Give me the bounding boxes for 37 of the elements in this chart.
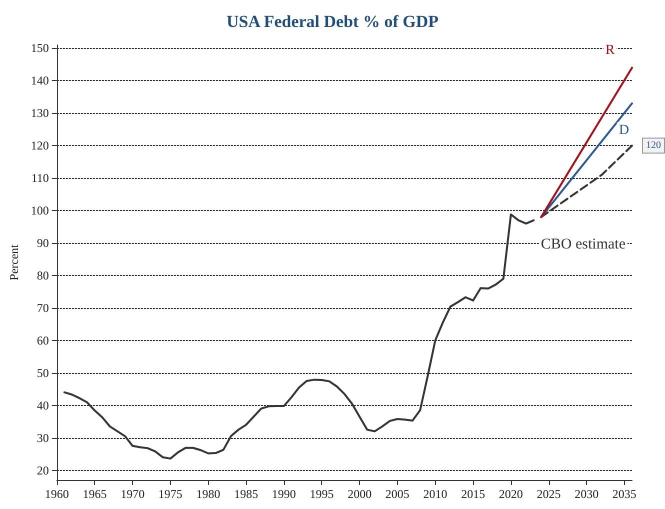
y-tick-label: 30 bbox=[36, 430, 49, 445]
x-tick-label: 1980 bbox=[196, 487, 220, 501]
data-label: 120 bbox=[646, 140, 661, 152]
x-tick-label: 1995 bbox=[310, 487, 334, 501]
x-tick-label: 1990 bbox=[272, 487, 296, 501]
x-tick-label: 1960 bbox=[44, 487, 69, 501]
x-tick-label: 1985 bbox=[234, 487, 258, 501]
x-tick-label: 1970 bbox=[120, 487, 145, 501]
x-tick-label: 2000 bbox=[348, 487, 372, 501]
y-tick-label: 100 bbox=[30, 204, 49, 218]
y-tick-label: 40 bbox=[36, 398, 49, 412]
x-tick-label: 2015 bbox=[461, 487, 486, 501]
y-tick-label: 50 bbox=[36, 366, 49, 380]
x-tick-label: 1965 bbox=[82, 487, 107, 501]
y-tick-label: 150 bbox=[30, 41, 49, 56]
y-tick-label: 120 bbox=[30, 138, 49, 153]
series-label: CBO estimate bbox=[540, 236, 626, 253]
x-tick-label: 2005 bbox=[385, 487, 410, 501]
x-tick-label: 2010 bbox=[423, 487, 448, 501]
y-tick-label: 110 bbox=[31, 171, 49, 186]
y-tick-label: 70 bbox=[36, 300, 49, 315]
line-series bbox=[63, 213, 535, 460]
y-axis-title: Percent bbox=[7, 244, 21, 280]
y-tick-label: 20 bbox=[36, 463, 49, 478]
chart-title: USA Federal Debt % of GDP bbox=[226, 12, 439, 31]
y-tick-label: 90 bbox=[36, 236, 49, 250]
x-tick-label: 2025 bbox=[536, 487, 561, 501]
x-tick-label: 2030 bbox=[574, 487, 599, 501]
series-label: R bbox=[605, 43, 616, 58]
x-tick-label: 1975 bbox=[158, 487, 182, 501]
x-tick-label: 2020 bbox=[498, 487, 523, 501]
x-tick-label: 2035 bbox=[612, 487, 636, 501]
y-tick-label: 140 bbox=[30, 74, 49, 88]
series-label: D bbox=[618, 122, 630, 138]
y-tick-label: 80 bbox=[36, 268, 49, 282]
y-tick-label: 130 bbox=[30, 106, 49, 120]
y-tick-label: 60 bbox=[36, 333, 49, 348]
